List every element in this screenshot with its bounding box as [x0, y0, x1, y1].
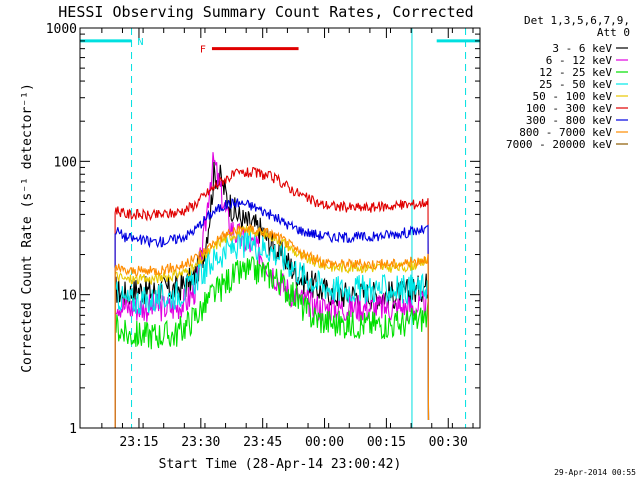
y-tick-label: 1	[69, 422, 77, 437]
x-tick-label: 00:00	[305, 435, 344, 450]
series-line-5	[114, 167, 430, 428]
plot-frame	[79, 27, 481, 429]
legend-entry-label: 50 - 100 keV	[533, 90, 613, 103]
plot-area: N F 1 10 100 1000 23:15 23:30 23:45 00:00 00:15 00:…	[46, 22, 481, 450]
legend-entry-label: 6 - 12 keV	[546, 54, 613, 67]
series-line-0	[114, 161, 430, 428]
series-line-6	[114, 198, 430, 428]
x-axis-label: Start Time (28-Apr-14 23:00:42)	[159, 457, 402, 472]
y-tick-label: 1000	[46, 22, 77, 37]
legend-entry-label: 7000 - 20000 keV	[506, 138, 612, 151]
series-line-7	[114, 223, 430, 428]
legend-entry-label: 12 - 25 keV	[539, 66, 612, 79]
legend-entry-label: 25 - 50 keV	[539, 78, 612, 91]
x-tick-label: 00:15	[367, 435, 406, 450]
x-tick-label: 23:30	[181, 435, 220, 450]
annotation-label: F	[200, 45, 206, 56]
y-tick-label: 100	[54, 155, 77, 170]
series-line-2	[114, 256, 430, 428]
x-tick-label: 00:30	[429, 435, 468, 450]
x-tick-label: 23:15	[119, 435, 158, 450]
legend-entry-label: 800 - 7000 keV	[519, 126, 612, 139]
annotation-label: N	[138, 37, 144, 48]
y-tick-label: 10	[61, 289, 77, 304]
series-line-3	[114, 228, 430, 428]
legend-header-line: Att 0	[597, 26, 630, 39]
legend-entry-label: 100 - 300 keV	[526, 102, 612, 115]
legend-entry-label: 300 - 800 keV	[526, 114, 612, 127]
x-tick-label: 23:45	[243, 435, 282, 450]
chart-title: HESSI Observing Summary Count Rates, Cor…	[58, 3, 473, 21]
legend-header-line: Det 1,3,5,6,7,9,	[524, 14, 630, 27]
legend-entry-label: 3 - 6 keV	[552, 42, 612, 55]
y-axis-label: Corrected Count Rate (s⁻¹ detector⁻¹)	[20, 83, 35, 373]
footer-timestamp: 29-Apr-2014 00:55	[554, 468, 636, 477]
